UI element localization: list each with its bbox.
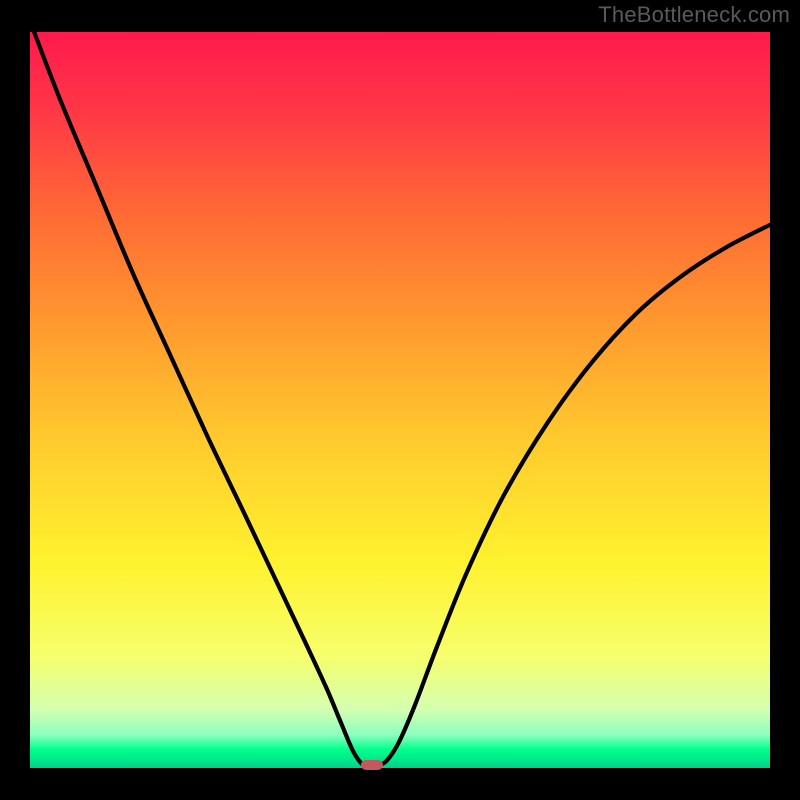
watermark-text: TheBottleneck.com bbox=[598, 2, 790, 28]
chart-frame: TheBottleneck.com bbox=[0, 0, 800, 800]
gradient-plot bbox=[30, 32, 770, 768]
valley-marker bbox=[361, 760, 383, 770]
